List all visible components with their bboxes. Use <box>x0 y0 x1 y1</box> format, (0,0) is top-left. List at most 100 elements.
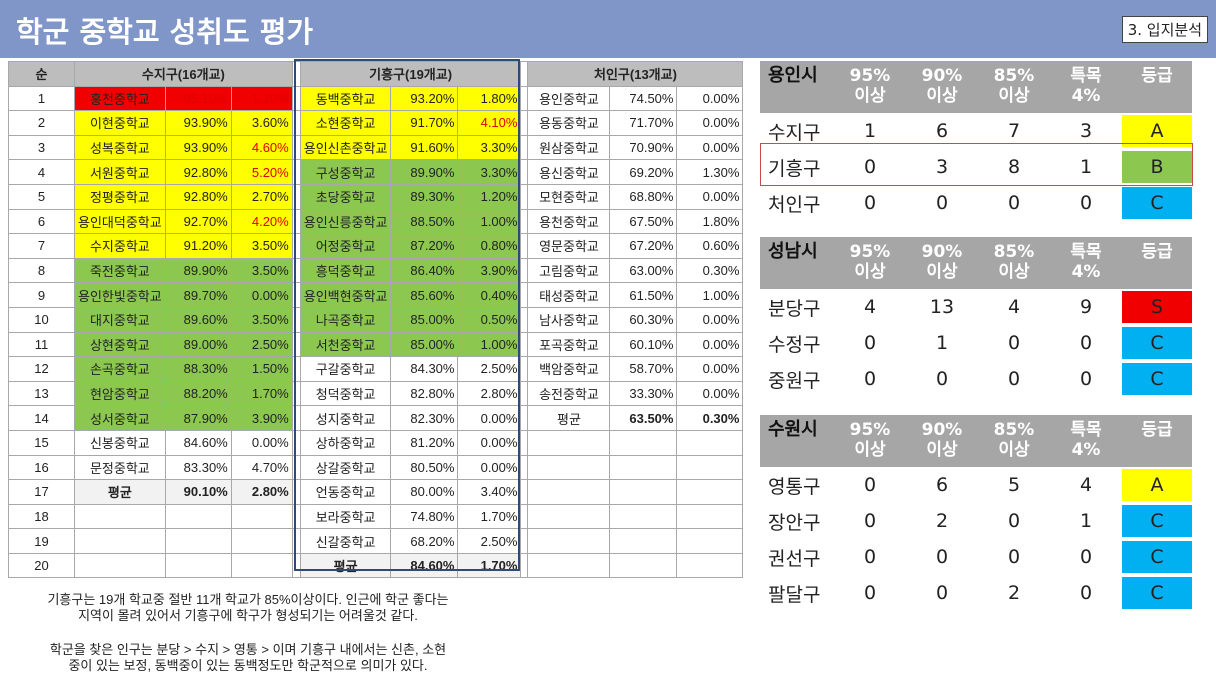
cheoin-rate: 60.10% <box>609 331 678 358</box>
suwon-header: 수원시 95% 이상 90% 이상 85% 이상 특목 4% 등급 <box>760 415 1192 467</box>
giheung-school: 구갈중학교 <box>299 356 392 382</box>
suji-rate: 89.00% <box>164 331 232 358</box>
giheung-rate: 74.80% <box>390 503 459 530</box>
giheung-school: 언동중학교 <box>299 479 392 505</box>
page-title: 학군 중학교 성취도 평가 <box>16 15 314 49</box>
giheung-avg-label: 평균 <box>299 552 392 579</box>
suji-rate: 92.80% <box>164 183 232 210</box>
seongnam-header: 성남시 95% 이상 90% 이상 85% 이상 특목 4% 등급 <box>760 237 1192 289</box>
suji-rate: 89.90% <box>164 257 232 284</box>
cheoin-rate <box>609 479 678 505</box>
suji-header: 수지구(16개교) <box>74 61 293 87</box>
count-90: 6 <box>935 120 949 142</box>
header-special: 특목 4% <box>1070 66 1102 106</box>
cheoin-rate <box>609 429 678 456</box>
yongin-rows: 수지구 1 6 7 3 A 기흥구 0 3 8 1 B 처인구 0 0 0 0 C <box>760 113 1192 221</box>
giheung-rate: 91.60% <box>390 134 459 161</box>
table-row: 18 보라중학교 74.80% 1.70% <box>8 503 744 530</box>
district-name: 장안구 <box>768 511 821 534</box>
suji-special <box>230 528 293 554</box>
giheung-school: 나곡중학교 <box>299 306 392 333</box>
giheung-rate: 82.80% <box>390 380 459 407</box>
suji-rate <box>164 552 232 579</box>
giheung-special: 0.40% <box>457 282 522 308</box>
count-85: 2 <box>1007 582 1021 604</box>
row-number: 10 <box>8 306 75 333</box>
header-85: 85% 이상 <box>993 242 1035 282</box>
cheoin-rate: 74.50% <box>609 85 678 112</box>
table-row: 10 대지중학교 89.60% 3.50% 나곡중학교 85.00% 0.50% 남사중학교 6… <box>8 306 744 333</box>
row-number: 11 <box>8 331 75 358</box>
cheoin-school <box>527 454 611 481</box>
district-row: 수지구 1 6 7 3 A <box>760 113 1192 149</box>
grade-badge: C <box>1122 363 1192 395</box>
row-number: 6 <box>8 208 75 235</box>
suji-avg-rate: 90.10% <box>164 479 232 505</box>
count-85: 5 <box>1007 474 1021 496</box>
count-special: 0 <box>1079 332 1093 354</box>
note-1: 기흥구는 19개 학교중 절반 11개 학교가 85%이상이다. 인근에 학군 … <box>8 592 488 624</box>
yongin-panel: 용인시 95% 이상 90% 이상 85% 이상 특목 4% 등급 수지구 1 6 7 3 A 기흥… <box>760 61 1192 221</box>
row-number: 1 <box>8 85 75 112</box>
count-special: 9 <box>1079 296 1093 318</box>
cheoin-special: 0.00% <box>676 380 744 407</box>
table-row: 11 상현중학교 89.00% 2.50% 서천중학교 85.00% 1.00% 포곡중학교 6… <box>8 331 744 358</box>
cheoin-special: 1.30% <box>676 159 744 185</box>
cheoin-rate: 33.30% <box>609 380 678 407</box>
cheoin-special: 0.00% <box>676 85 744 112</box>
district-name: 중원구 <box>768 369 821 392</box>
cheoin-special: 0.00% <box>676 134 744 161</box>
giheung-special: 1.20% <box>457 183 522 210</box>
suji-school: 성복중학교 <box>74 134 166 161</box>
count-special: 1 <box>1079 156 1093 178</box>
suji-special: 5.20% <box>230 159 293 185</box>
suji-rate: 89.70% <box>164 282 232 308</box>
count-85: 0 <box>1007 192 1021 214</box>
district-name: 수정구 <box>768 333 821 356</box>
section-label: 3. 입지분석 <box>1121 16 1208 43</box>
grade-badge: A <box>1122 115 1192 147</box>
suji-special: 3.50% <box>230 233 293 259</box>
city-label: 수원시 <box>768 419 818 440</box>
suji-special: 3.90% <box>230 405 293 431</box>
district-row: 장안구 0 2 0 1 C <box>760 503 1192 539</box>
giheung-special: 1.00% <box>457 331 522 358</box>
table-row: 3 성복중학교 93.90% 4.60% 용인신촌중학교 91.60% 3.30% 원삼중학교… <box>8 134 744 161</box>
row-number: 13 <box>8 380 75 407</box>
count-85: 8 <box>1007 156 1021 178</box>
row-number: 2 <box>8 110 75 136</box>
suji-school: 수지중학교 <box>74 233 166 259</box>
cheoin-rate: 63.00% <box>609 257 678 284</box>
grade-badge: C <box>1122 327 1192 359</box>
row-number: 3 <box>8 134 75 161</box>
giheung-special: 0.00% <box>457 405 522 431</box>
grade-badge: C <box>1122 187 1192 219</box>
suji-special: 0.00% <box>230 282 293 308</box>
count-95: 0 <box>863 368 877 390</box>
suji-special: 3.60% <box>230 110 293 136</box>
row-number: 4 <box>8 159 75 185</box>
cheoin-avg-label: 평균 <box>527 405 611 431</box>
seongnam-rows: 분당구 4 13 4 9 S 수정구 0 1 0 0 C 중원구 0 0 0 0 C <box>760 289 1192 397</box>
grade-badge: A <box>1122 469 1192 501</box>
giheung-special: 0.80% <box>457 233 522 259</box>
table-row: 7 수지중학교 91.20% 3.50% 어정중학교 87.20% 0.80% 영문중학교 67… <box>8 233 744 259</box>
giheung-rate: 81.20% <box>390 429 459 456</box>
cheoin-rate: 67.50% <box>609 208 678 235</box>
count-special: 0 <box>1079 192 1093 214</box>
header-90: 90% 이상 <box>921 420 963 460</box>
cheoin-special <box>676 528 744 554</box>
cheoin-school: 백암중학교 <box>527 356 611 382</box>
cheoin-special <box>676 454 744 481</box>
giheung-header: 기흥구(19개교) <box>299 61 522 87</box>
count-special: 0 <box>1079 582 1093 604</box>
row-number: 5 <box>8 183 75 210</box>
seongnam-panel: 성남시 95% 이상 90% 이상 85% 이상 특목 4% 등급 분당구 4 13 4 9 S 수… <box>760 237 1192 397</box>
suji-school: 신봉중학교 <box>74 429 166 456</box>
table-row: 15 신봉중학교 84.60% 0.00% 상하중학교 81.20% 0.00% <box>8 429 744 456</box>
district-name: 분당구 <box>768 297 821 320</box>
suji-rate: 83.30% <box>164 454 232 481</box>
giheung-rate: 93.20% <box>390 85 459 112</box>
suwon-rows: 영통구 0 6 5 4 A 장안구 0 2 0 1 C 권선구 0 0 0 0 C 팔달구 0 0 2 0 C <box>760 467 1192 611</box>
cheoin-rate: 61.50% <box>609 282 678 308</box>
